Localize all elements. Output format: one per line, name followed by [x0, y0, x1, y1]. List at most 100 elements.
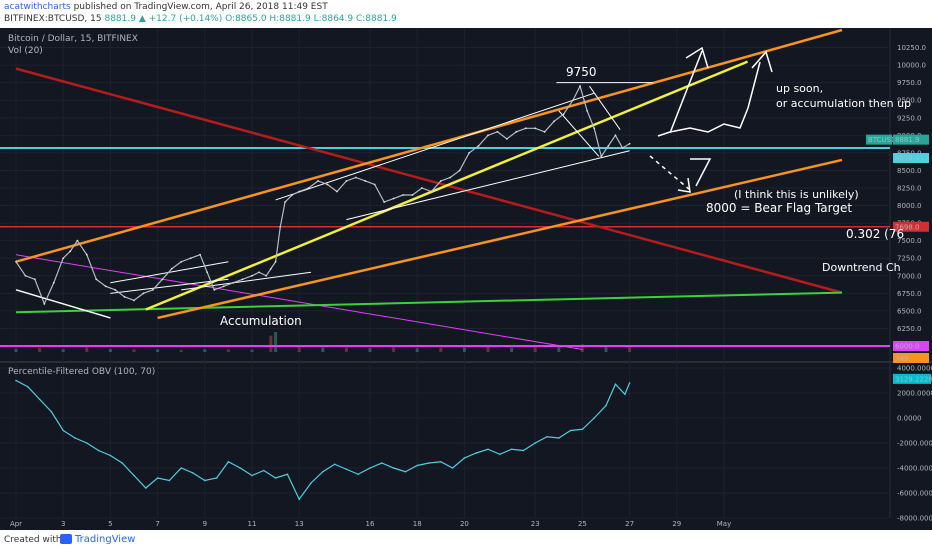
price-point: [222, 285, 225, 288]
orange-channel-lower: [157, 158, 843, 320]
obv-point: [121, 462, 123, 464]
price-point: [142, 292, 145, 295]
downtrend-channel-line: [15, 67, 843, 294]
obv-point: [369, 467, 371, 469]
volume-bar: [604, 345, 608, 352]
price-badge: [893, 353, 929, 363]
volume-bar: [132, 349, 136, 352]
volume-bar: [85, 347, 89, 352]
chart-canvas[interactable]: 10250.010000.09750.09500.09250.09000.087…: [0, 28, 932, 530]
annotations: 9750 up soon, or accumulation then up (I th…: [220, 65, 911, 328]
footer-bar: Created with TradingView: [0, 530, 932, 550]
volume-bar: [533, 347, 537, 352]
price-point: [291, 194, 294, 196]
price-point: [496, 130, 499, 133]
time-tick-label: 5: [108, 520, 112, 528]
price-point: [52, 281, 55, 284]
legend-main: Bitcoin / Dollar, 15, BITFINEX: [8, 34, 138, 44]
obv-point: [345, 468, 348, 471]
price-point: [133, 299, 135, 302]
obv-point: [274, 477, 277, 479]
volume-bar: [269, 335, 273, 352]
time-tick-label: 16: [366, 520, 375, 528]
publish-info: acatwithcharts published on TradingView.…: [4, 2, 328, 12]
obv-point: [428, 462, 430, 464]
volume-bar: [415, 348, 419, 352]
price-badge-symbol: [866, 134, 892, 145]
magenta-diagonal-line: [15, 254, 583, 351]
price-point: [534, 127, 537, 130]
time-tick-label: 11: [248, 520, 257, 528]
obv-badge: [893, 373, 931, 384]
price-point: [258, 271, 260, 274]
obv-tick-label: 4000.0000: [897, 365, 932, 373]
symbol-line: BITFINEX:BTCUSD, 15: [4, 14, 102, 24]
price-point: [15, 260, 17, 263]
obv-point: [546, 435, 548, 438]
obv-point: [86, 442, 88, 444]
price-point: [373, 183, 376, 186]
price-badge-text: 8881.9: [895, 136, 920, 144]
chart-background: [0, 28, 932, 530]
price-point: [383, 201, 386, 203]
obv-point: [298, 498, 301, 501]
tradingview-brand[interactable]: TradingView: [60, 534, 135, 545]
price-point: [43, 302, 46, 305]
rise-channel-bottom: [346, 150, 630, 221]
symbol-info: BITFINEX:BTCUSD, 15 8881.9 ▲ +12.7 (+0.1…: [4, 14, 397, 24]
up-arrow-left-head: [690, 158, 712, 187]
created-with: Created with: [4, 535, 62, 545]
obv-point: [487, 448, 489, 451]
price-tick-label: 8000.0: [897, 202, 922, 210]
obv-point: [624, 393, 626, 396]
time-tick-label: 23: [531, 520, 540, 528]
price-series-group: [15, 84, 631, 306]
price-point: [524, 127, 527, 130]
flag-right: [589, 85, 621, 131]
price-point: [553, 120, 555, 123]
obv-point: [558, 437, 560, 439]
author-link[interactable]: acatwithcharts: [4, 2, 71, 12]
obv-line: [15, 379, 631, 501]
price-point: [199, 253, 201, 256]
price-point: [430, 190, 433, 193]
obv-point: [569, 429, 572, 432]
obv-point: [404, 470, 407, 473]
down-arrow-dashed: [649, 155, 691, 191]
price-point: [543, 130, 546, 133]
obv-point: [499, 453, 501, 456]
price-badge-text: 7698.0: [895, 223, 920, 231]
obv-point: [628, 382, 631, 384]
price-point: [336, 190, 338, 193]
obv-point: [204, 479, 206, 482]
volume-bar: [297, 346, 301, 352]
price-badge: [893, 341, 929, 351]
tradingview-logo-icon: [60, 534, 72, 544]
volume-bar: [38, 348, 42, 352]
annotation-label: 9750: [566, 65, 597, 79]
price-point: [572, 99, 574, 102]
up-arrow-left-tip: [685, 46, 709, 69]
time-tick-label: 25: [578, 520, 587, 528]
price-point: [114, 288, 117, 291]
price-tick-label: 9500.0: [897, 97, 922, 105]
obv-point: [286, 473, 289, 476]
volume-bar: [274, 332, 278, 352]
time-tick-label: 20: [460, 520, 469, 528]
obv-point: [534, 442, 536, 444]
obv-series-group: [15, 379, 631, 501]
time-tick-label: 7: [155, 520, 159, 528]
price-point: [449, 176, 452, 179]
price-point: [593, 127, 596, 130]
volume-bar: [203, 349, 207, 352]
volume-bar: [14, 348, 18, 352]
annotation-label: 8000 = Bear Flag Target: [706, 201, 852, 215]
time-tick-label: 13: [295, 520, 304, 528]
obv-point: [27, 385, 29, 388]
price-point: [180, 260, 183, 263]
price-badge: [893, 153, 929, 164]
price-tick-label: 10000.0: [897, 62, 926, 70]
legend-indicator: Percentile-Filtered OBV (100, 70): [8, 367, 155, 377]
price-line: [15, 84, 630, 306]
up-arrow-right-tip: [751, 50, 773, 73]
